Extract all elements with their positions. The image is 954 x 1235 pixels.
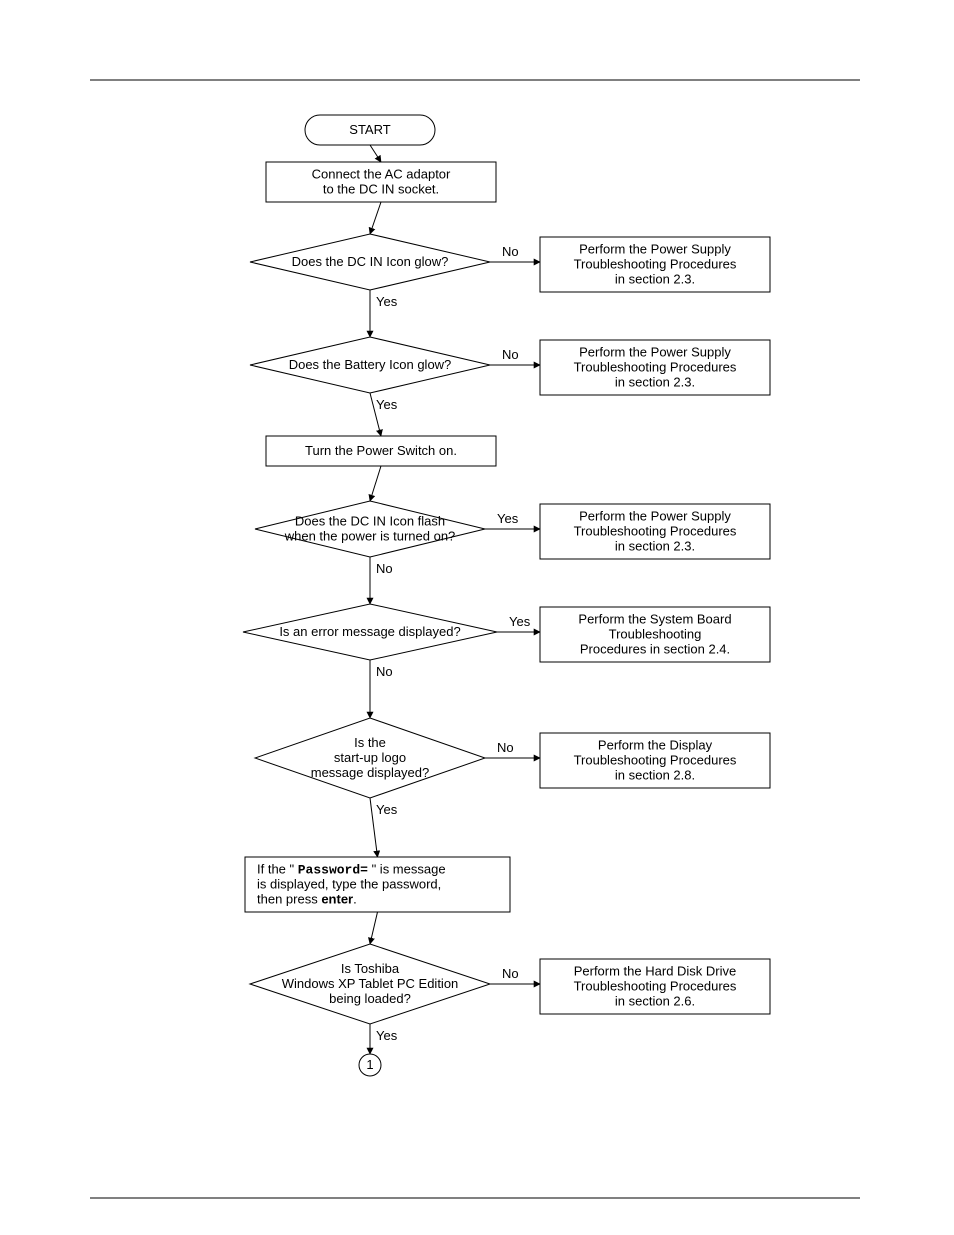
- edge-p3-d6: [370, 912, 378, 944]
- node-r2-text-1: Troubleshooting Procedures: [574, 360, 737, 375]
- edge-label-d4-d5: No: [376, 664, 393, 679]
- node-r4-text-1: Troubleshooting: [609, 627, 702, 642]
- flowchart-canvas: No Yes No Yes Yes No Yes No No Yes No Yes START Conne…: [0, 0, 954, 1235]
- edge-label-d5-p3: Yes: [376, 802, 398, 817]
- edge-label-d3-d4: No: [376, 561, 393, 576]
- node-r1-text-2: in section 2.3.: [615, 272, 695, 287]
- node-d5-text-0: Is the: [354, 735, 386, 750]
- node-p1-text-0: Connect the AC adaptor: [312, 167, 451, 182]
- node-r5-text-2: in section 2.8.: [615, 768, 695, 783]
- node-d6-text-0: Is Toshiba: [341, 961, 400, 976]
- node-r3-text-1: Troubleshooting Procedures: [574, 524, 737, 539]
- edge-start-p1: [370, 145, 381, 162]
- edge-p2-d3: [370, 466, 381, 501]
- edge-label-d6-r6: No: [502, 966, 519, 981]
- node-r3-text-2: in section 2.3.: [615, 539, 695, 554]
- node-d1-text-0: Does the DC IN Icon glow?: [292, 254, 449, 269]
- node-r6-text-0: Perform the Hard Disk Drive: [574, 964, 737, 979]
- node-r2-text-0: Perform the Power Supply: [579, 345, 731, 360]
- node-p3-text-0: If the " Password= " is message: [257, 862, 446, 878]
- node-start-text-0: START: [349, 122, 390, 137]
- edge-label-d4-r4: Yes: [509, 614, 531, 629]
- edge-label-d2-r2: No: [502, 347, 519, 362]
- node-d6-text-2: being loaded?: [329, 991, 411, 1006]
- node-d2-text-0: Does the Battery Icon glow?: [289, 357, 452, 372]
- node-p1-text-1: to the DC IN socket.: [323, 182, 439, 197]
- edge-p1-d1: [370, 202, 381, 234]
- node-r5-text-1: Troubleshooting Procedures: [574, 753, 737, 768]
- edge-label-d2-p2: Yes: [376, 397, 398, 412]
- node-r1-text-1: Troubleshooting Procedures: [574, 257, 737, 272]
- node-d5-text-1: start-up logo: [334, 750, 406, 765]
- node-r6-text-1: Troubleshooting Procedures: [574, 979, 737, 994]
- node-r4-text-0: Perform the System Board: [578, 612, 731, 627]
- node-d5-text-2: message displayed?: [311, 765, 430, 780]
- node-d6-text-1: Windows XP Tablet PC Edition: [282, 976, 459, 991]
- node-r1-text-0: Perform the Power Supply: [579, 242, 731, 257]
- edge-label-d6-conn1: Yes: [376, 1028, 398, 1043]
- node-conn1-text-0: 1: [366, 1057, 373, 1072]
- node-r4-text-2: Procedures in section 2.4.: [580, 642, 730, 657]
- node-r2-text-2: in section 2.3.: [615, 375, 695, 390]
- edge-label-d5-r5: No: [497, 740, 514, 755]
- node-p3-text-2: then press enter.: [257, 892, 357, 907]
- node-r6-text-2: in section 2.6.: [615, 994, 695, 1009]
- edge-label-d1-r1: No: [502, 244, 519, 259]
- edge-label-d3-r3: Yes: [497, 511, 519, 526]
- node-p2-text-0: Turn the Power Switch on.: [305, 443, 457, 458]
- node-d3-text-0: Does the DC IN Icon flash: [295, 514, 445, 529]
- node-d3-text-1: when the power is turned on?: [284, 529, 456, 544]
- edge-label-d1-d2: Yes: [376, 294, 398, 309]
- node-r3-text-0: Perform the Power Supply: [579, 509, 731, 524]
- node-r5-text-0: Perform the Display: [598, 738, 713, 753]
- node-p3-text-1: is displayed, type the password,: [257, 877, 441, 892]
- node-d4-text-0: Is an error message displayed?: [279, 624, 460, 639]
